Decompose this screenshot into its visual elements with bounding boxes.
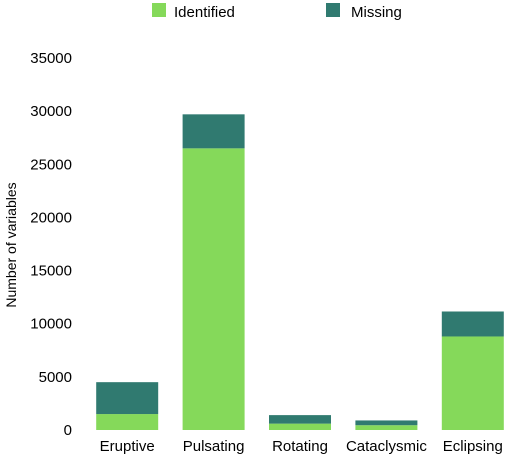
legend: Identified Missing [152,3,402,21]
legend-swatch-identified [152,3,166,17]
bar-missing-eclipsing [441,311,504,337]
y-tick-label: 5000 [39,369,72,386]
legend-label-identified: Identified [174,4,235,21]
bar-missing-eruptive [96,382,159,415]
x-tick-label: Rotating [272,438,328,455]
y-tick-label: 25000 [30,156,72,173]
plot-area [96,114,504,431]
bar-identified-eruptive [96,414,159,430]
y-tick-label: 20000 [30,209,72,226]
x-tick-label: Eclipsing [443,438,503,455]
y-tick-label: 10000 [30,316,72,333]
y-tick-label: 15000 [30,263,72,280]
x-tick-label: Cataclysmic [346,438,427,455]
bar-identified-eclipsing [441,336,504,430]
bar-missing-rotating [269,415,331,424]
y-tick-label: 0 [64,422,72,439]
x-axis: Eruptive Pulsating Rotating Cataclysmic Ecli… [100,438,503,455]
y-tick-label: 35000 [30,50,72,67]
bar-identified-pulsating [182,148,245,431]
y-tick-label: 30000 [30,103,72,120]
x-tick-label: Pulsating [183,438,245,455]
y-axis-title: Number of variables [3,182,19,307]
y-axis: 0 5000 10000 15000 20000 25000 30000 35000 [30,50,72,439]
legend-label-missing: Missing [351,4,402,21]
x-tick-label: Eruptive [100,438,155,455]
bar-identified-cataclysmic [355,425,418,430]
bar-missing-cataclysmic [355,420,418,426]
bar-missing-pulsating [182,114,245,149]
bar-identified-rotating [269,423,331,430]
legend-swatch-missing [326,3,340,17]
